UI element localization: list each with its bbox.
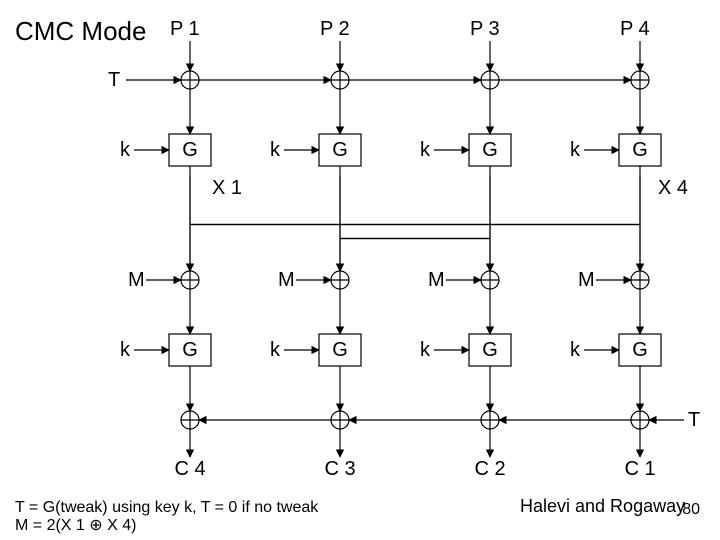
connector — [190, 176, 640, 271]
k-top-4: k — [570, 139, 581, 161]
c-label-2: C 3 — [324, 458, 355, 480]
p-label-3: P 3 — [470, 18, 500, 40]
T-label-bot: T — [688, 409, 700, 431]
g-bot-4-label: G — [632, 339, 648, 361]
k-bot-1: k — [120, 339, 131, 361]
g-top-1-label: G — [182, 139, 198, 161]
k-top-2: k — [270, 139, 281, 161]
connector — [340, 176, 490, 271]
attribution: Halevi and Rogaway — [520, 496, 685, 516]
connector — [190, 225, 640, 272]
p-label-1: P 1 — [170, 18, 200, 40]
diagram-canvas: CMC Mode P 1 G G C 4 P 2 G G C 3 P 3 G G C 2 P 4 G G C 1… — [0, 0, 720, 540]
k-top-3: k — [420, 139, 431, 161]
T-label-top: T — [108, 69, 120, 91]
footer-line2: M = 2(X 1 ⊕ X 4) — [15, 517, 136, 534]
X4-label: X 4 — [658, 177, 688, 199]
g-bot-1-label: G — [182, 339, 198, 361]
g-top-3-label: G — [482, 139, 498, 161]
connector — [340, 176, 490, 271]
footer-line1: T = G(tweak) using key k, T = 0 if no tw… — [15, 499, 319, 516]
c-label-4: C 1 — [624, 458, 655, 480]
c-label-3: C 2 — [474, 458, 505, 480]
page-number: 80 — [682, 501, 700, 518]
k-bot-4: k — [570, 339, 581, 361]
k-top-1: k — [120, 139, 131, 161]
g-bot-3-label: G — [482, 339, 498, 361]
M-3: M — [428, 269, 445, 291]
g-top-2-label: G — [332, 139, 348, 161]
k-bot-2: k — [270, 339, 281, 361]
g-top-4-label: G — [632, 139, 648, 161]
diagram-title: CMC Mode — [15, 16, 146, 46]
M-4: M — [578, 269, 595, 291]
M-2: M — [278, 269, 295, 291]
c-label-1: C 4 — [174, 458, 205, 480]
M-1: M — [128, 269, 145, 291]
g-bot-2-label: G — [332, 339, 348, 361]
k-bot-3: k — [420, 339, 431, 361]
p-label-2: P 2 — [320, 18, 350, 40]
p-label-4: P 4 — [620, 18, 650, 40]
X1-label: X 1 — [212, 177, 242, 199]
